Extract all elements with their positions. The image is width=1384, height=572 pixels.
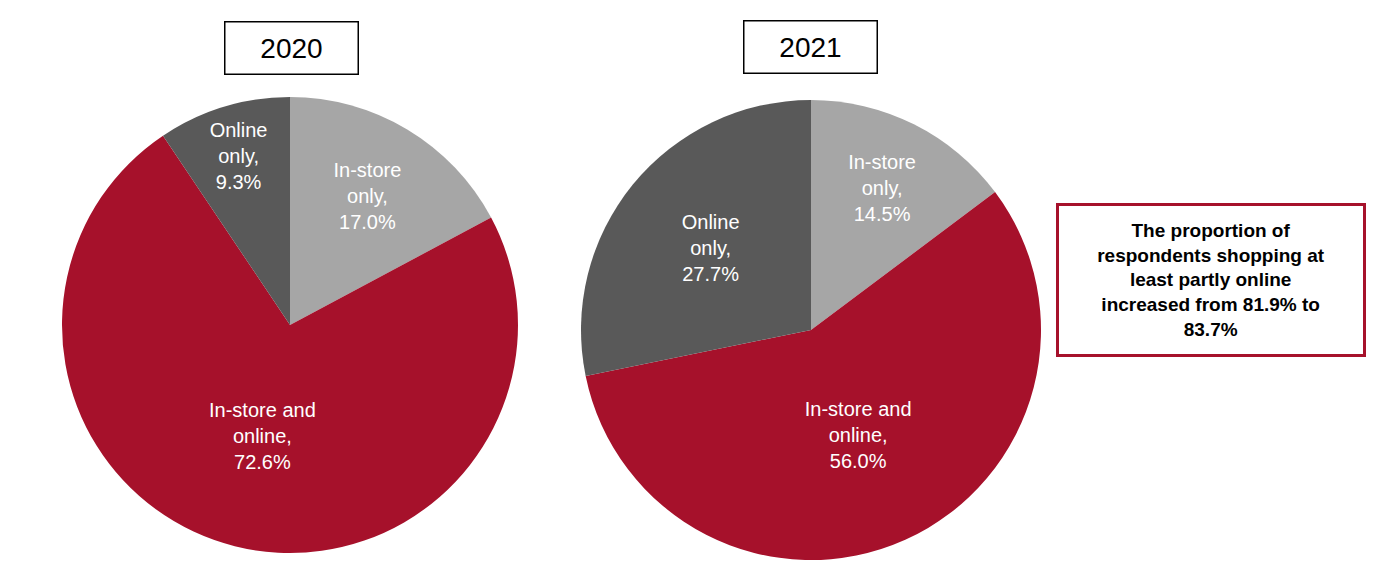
svg-text:2020: 2020 — [260, 33, 322, 64]
svg-text:2021: 2021 — [779, 32, 841, 63]
svg-text:In-storeonly,14.5%: In-storeonly,14.5% — [848, 151, 916, 225]
svg-text:Onlineonly,9.3%: Onlineonly,9.3% — [210, 119, 268, 193]
svg-text:Onlineonly,27.7%: Onlineonly,27.7% — [682, 211, 740, 285]
svg-text:In-storeonly,17.0%: In-storeonly,17.0% — [334, 159, 402, 233]
svg-text:In-store andonline,56.0%: In-store andonline,56.0% — [805, 398, 912, 472]
svg-text:In-store andonline,72.6%: In-store andonline,72.6% — [209, 399, 316, 473]
svg-text:The proportion ofrespondents s: The proportion ofrespondents shopping at… — [1097, 220, 1325, 340]
